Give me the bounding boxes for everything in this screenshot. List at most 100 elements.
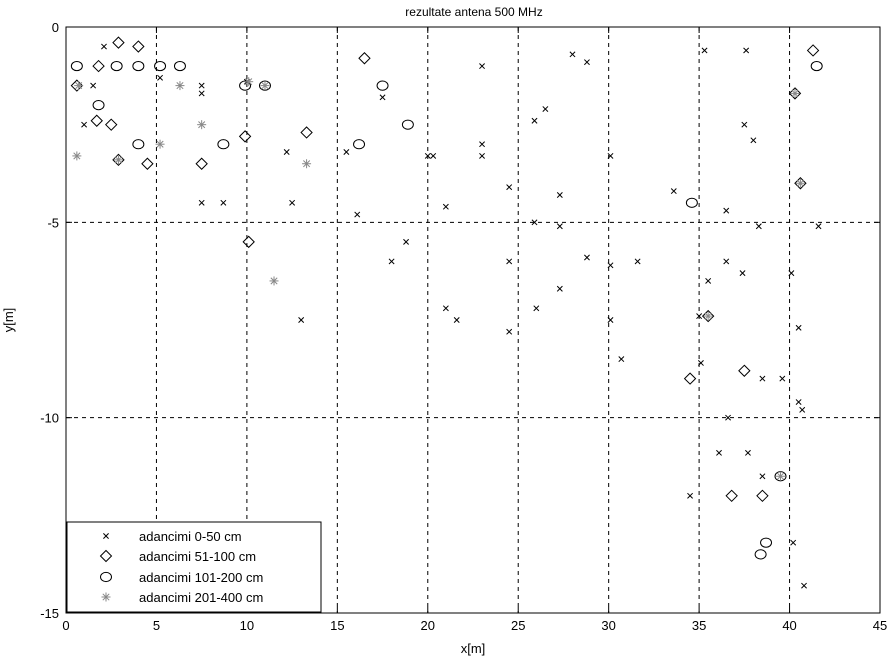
data-point-star: [155, 139, 165, 149]
data-point-x: [607, 317, 614, 323]
data-point-x: [584, 59, 590, 66]
data-point-circle: [154, 60, 167, 72]
data-point-x: [569, 51, 576, 58]
data-point-x: [506, 328, 513, 335]
data-point-x: [289, 199, 296, 206]
data-point-x: [298, 317, 305, 323]
data-point-x: [506, 258, 513, 265]
data-point-x: [697, 360, 704, 366]
data-point-x: [670, 188, 677, 195]
data-point-x: [755, 223, 762, 230]
data-point-x: [725, 414, 732, 421]
data-point-diamond: [794, 177, 807, 190]
data-point-x: [101, 43, 107, 50]
data-point-x: [479, 141, 485, 148]
data-point-x: [607, 262, 614, 269]
legend-markers: [99, 533, 113, 602]
data-point-star: [197, 120, 207, 130]
data-point-diamond: [105, 118, 118, 131]
x-tick-label: 30: [601, 618, 615, 633]
data-point-x: [795, 324, 802, 331]
legend-label-0-50: adancimi 0-50 cm: [139, 529, 242, 544]
data-point-x: [607, 152, 614, 159]
data-point-x: [634, 258, 641, 265]
legend: adancimi 0-50 cm adancimi 51-100 cm adan…: [66, 521, 322, 613]
data-point-x: [744, 449, 751, 456]
data-point-x: [430, 152, 437, 159]
data-point-circle: [754, 549, 767, 560]
data-point-x: [795, 399, 802, 405]
data-point-circle: [401, 119, 414, 130]
data-point-x: [716, 449, 722, 456]
data-point-circle: [258, 80, 271, 91]
series-diamond: [70, 36, 820, 503]
data-point-circle: [217, 139, 230, 150]
data-point-x: [556, 285, 563, 292]
series-star: [72, 77, 805, 481]
x-tick-label: 10: [240, 618, 254, 633]
data-point-x: [379, 94, 386, 101]
data-point-x: [696, 313, 703, 320]
data-point-x: [424, 152, 431, 159]
data-point-circle: [239, 80, 252, 91]
x-tick-label: 15: [330, 618, 344, 633]
data-point-x: [743, 47, 750, 54]
data-point-diamond: [701, 309, 715, 323]
x-tick-label: 0: [62, 618, 69, 633]
data-point-x: [542, 106, 549, 112]
data-point-diamond: [238, 130, 252, 143]
data-point-x: [556, 192, 563, 198]
data-point-circle: [685, 197, 698, 208]
data-point-star: [776, 471, 786, 481]
legend-label-201-400: adancimi 201-400 cm: [139, 590, 263, 605]
data-point-circle: [774, 471, 787, 482]
data-point-diamond: [738, 364, 751, 377]
data-point-x: [750, 137, 757, 144]
data-point-diamond: [132, 40, 145, 53]
data-point-diamond: [90, 114, 103, 127]
data-point-diamond: [112, 153, 125, 167]
data-point-x: [584, 254, 590, 261]
x-tick-labels: 0 5 10 15 20 25 30 35 40 45: [62, 618, 887, 633]
data-point-x: [801, 582, 807, 589]
data-point-x: [506, 184, 513, 191]
data-point-diamond: [683, 372, 697, 385]
data-point-diamond: [806, 44, 820, 57]
data-point-star: [790, 88, 800, 98]
data-point-x: [157, 74, 164, 81]
data-point-diamond: [242, 235, 255, 249]
data-point-x: [723, 258, 730, 265]
data-point-star: [269, 276, 279, 286]
data-point-circle: [376, 80, 389, 91]
data-point-circle: [132, 60, 145, 72]
data-point-x: [531, 219, 538, 226]
data-point-diamond: [92, 59, 105, 73]
x-tick-label: 25: [511, 618, 525, 633]
data-point-x: [343, 149, 350, 155]
data-point-x: [701, 47, 708, 54]
series-circle: [70, 60, 823, 560]
series-x: [81, 43, 822, 589]
y-tick-label: 0: [52, 20, 59, 35]
data-point-star: [302, 159, 312, 169]
data-point-x: [779, 375, 786, 382]
data-point-x: [220, 199, 227, 206]
data-point-x: [741, 121, 748, 128]
data-point-circle: [173, 60, 186, 72]
data-point-x: [198, 82, 205, 89]
data-point-x: [283, 149, 290, 155]
data-point-diamond: [756, 489, 769, 503]
data-point-star: [74, 81, 84, 91]
data-point-x: [198, 90, 205, 97]
data-point-circle: [353, 139, 366, 150]
data-point-diamond: [358, 52, 371, 65]
data-point-x: [453, 317, 460, 323]
data-point-x: [442, 203, 449, 210]
data-point-x: [479, 63, 485, 70]
data-point-x: [556, 223, 563, 230]
data-point-circle: [110, 60, 123, 72]
legend-label-51-100: adancimi 51-100 cm: [139, 549, 256, 564]
data-point-x: [723, 207, 730, 214]
data-point-x: [705, 277, 712, 284]
data-point-star: [260, 81, 270, 91]
